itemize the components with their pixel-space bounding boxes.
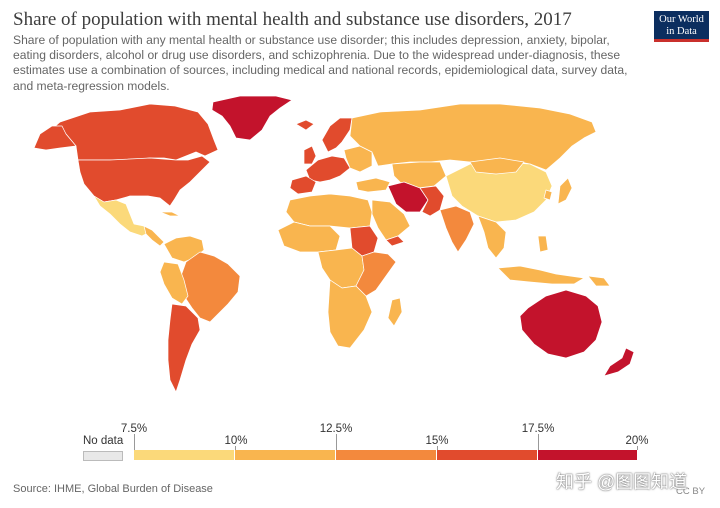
legend-bin-7-5-10[interactable] <box>134 450 235 460</box>
country-east-africa[interactable] <box>355 251 397 297</box>
no-data-label: No data <box>83 435 124 447</box>
country-west-africa[interactable] <box>277 221 341 253</box>
country-korea[interactable] <box>543 189 553 201</box>
country-yemen[interactable] <box>385 235 405 247</box>
owid-logo[interactable]: Our World in Data <box>654 11 709 42</box>
country-iran[interactable] <box>387 181 429 213</box>
legend-bin-15-17-5[interactable] <box>437 450 538 460</box>
map-countries <box>33 95 635 393</box>
country-iberia[interactable] <box>289 175 317 195</box>
country-australia[interactable] <box>519 289 603 359</box>
legend-tick-label: 20% <box>625 435 649 447</box>
country-indonesia[interactable] <box>497 265 585 285</box>
logo-line-1: Our World <box>659 14 704 25</box>
country-southern-africa[interactable] <box>327 279 373 349</box>
legend-tick-line <box>538 434 539 450</box>
country-cuba[interactable] <box>159 211 181 217</box>
country-philippines[interactable] <box>537 235 549 253</box>
legend-tick-line <box>637 446 638 450</box>
legend-tick-label: 7.5% <box>120 423 148 435</box>
country-japan[interactable] <box>557 177 573 205</box>
legend-tick-line <box>134 434 135 450</box>
legend-bin-12-5-15[interactable] <box>336 450 437 460</box>
country-turkey[interactable] <box>355 177 391 193</box>
source-note[interactable]: Source: IHME, Global Burden of Disease <box>13 483 213 495</box>
legend-tick-line <box>235 446 236 450</box>
chart-subtitle: Share of population with any mental heal… <box>13 33 628 93</box>
watermark: 知乎 @图图知道 <box>556 472 688 492</box>
legend-tick-line <box>336 434 337 450</box>
country-central-america[interactable] <box>143 225 165 247</box>
country-scandinavia[interactable] <box>321 117 353 153</box>
legend-bin-10-12-5[interactable] <box>235 450 336 460</box>
country-colombia-venezuela[interactable] <box>163 235 205 263</box>
country-mongolia[interactable] <box>469 157 525 175</box>
legend-tick-label: 17.5% <box>521 423 555 435</box>
chart-title: Share of population with mental health a… <box>13 9 572 30</box>
country-russia[interactable] <box>349 103 597 171</box>
legend-tick-line <box>437 446 438 450</box>
country-argentina[interactable] <box>167 303 201 393</box>
country-southeast-asia[interactable] <box>477 215 507 259</box>
country-iceland[interactable] <box>295 119 315 131</box>
legend-tick-label: 15% <box>425 435 449 447</box>
country-central-africa[interactable] <box>317 247 365 289</box>
logo-line-2: in Data <box>666 26 697 37</box>
license-label[interactable]: CC BY <box>676 486 706 497</box>
country-greenland[interactable] <box>211 95 293 141</box>
country-peru-bolivia[interactable] <box>159 261 189 305</box>
country-mexico[interactable] <box>93 195 151 237</box>
country-new-zealand[interactable] <box>603 347 635 377</box>
legend-tick-label: 12.5% <box>319 423 353 435</box>
world-map[interactable] <box>0 92 720 412</box>
country-afghanistan-pakistan[interactable] <box>419 185 445 217</box>
country-madagascar[interactable] <box>387 297 403 327</box>
no-data-swatch <box>83 451 123 461</box>
country-india[interactable] <box>439 205 475 253</box>
country-alaska[interactable] <box>33 125 77 151</box>
legend-tick-label: 10% <box>224 435 248 447</box>
legend-bin-17-5-20[interactable] <box>538 450 638 460</box>
country-papua-new-guinea[interactable] <box>587 275 611 287</box>
country-uk[interactable] <box>303 145 317 165</box>
